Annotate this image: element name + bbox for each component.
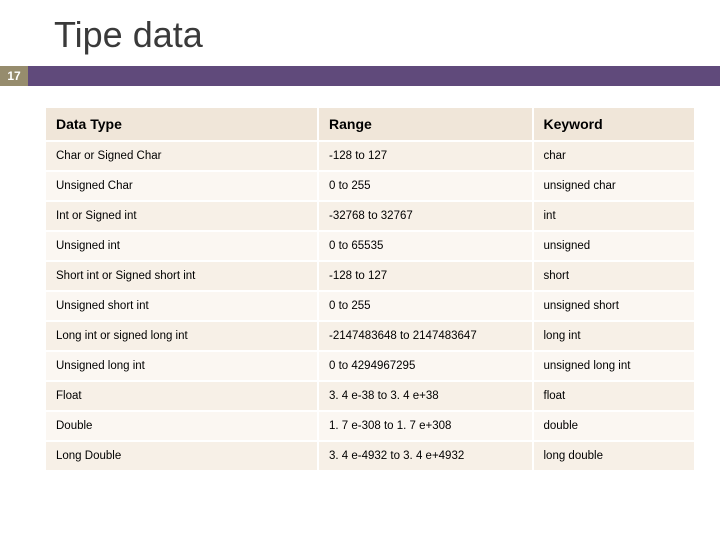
table-header-row: Data Type Range Keyword — [45, 107, 695, 141]
table-cell: float — [533, 381, 696, 411]
table-cell: unsigned short — [533, 291, 696, 321]
table-cell: unsigned — [533, 231, 696, 261]
table-cell: int — [533, 201, 696, 231]
table-cell: Unsigned Char — [45, 171, 318, 201]
data-types-table: Data Type Range Keyword Char or Signed C… — [44, 106, 696, 472]
table-row: Unsigned Char0 to 255unsigned char — [45, 171, 695, 201]
table-row: Double1. 7 e-308 to 1. 7 e+308double — [45, 411, 695, 441]
table-cell: -32768 to 32767 — [318, 201, 533, 231]
table-cell: Unsigned int — [45, 231, 318, 261]
table-cell: unsigned long int — [533, 351, 696, 381]
table-cell: -128 to 127 — [318, 261, 533, 291]
table-row: Unsigned long int0 to 4294967295unsigned… — [45, 351, 695, 381]
table-cell: 0 to 4294967295 — [318, 351, 533, 381]
table-cell: unsigned char — [533, 171, 696, 201]
table-row: Unsigned short int0 to 255unsigned short — [45, 291, 695, 321]
accent-bar — [28, 66, 720, 86]
table-container: Data Type Range Keyword Char or Signed C… — [0, 86, 720, 472]
table-cell: Unsigned short int — [45, 291, 318, 321]
page-title: Tipe data — [0, 0, 720, 66]
table-body: Char or Signed Char-128 to 127charUnsign… — [45, 141, 695, 471]
table-cell: Unsigned long int — [45, 351, 318, 381]
badge-bar: 17 — [0, 66, 720, 86]
table-row: Short int or Signed short int-128 to 127… — [45, 261, 695, 291]
table-cell: Long Double — [45, 441, 318, 471]
col-header-data-type: Data Type — [45, 107, 318, 141]
col-header-range: Range — [318, 107, 533, 141]
table-cell: -2147483648 to 2147483647 — [318, 321, 533, 351]
table-cell: 0 to 255 — [318, 291, 533, 321]
table-row: Long int or signed long int-2147483648 t… — [45, 321, 695, 351]
table-cell: -128 to 127 — [318, 141, 533, 171]
table-cell: char — [533, 141, 696, 171]
table-cell: Short int or Signed short int — [45, 261, 318, 291]
table-cell: Char or Signed Char — [45, 141, 318, 171]
table-cell: Float — [45, 381, 318, 411]
table-cell: 3. 4 e-4932 to 3. 4 e+4932 — [318, 441, 533, 471]
table-cell: Long int or signed long int — [45, 321, 318, 351]
table-cell: long int — [533, 321, 696, 351]
table-cell: Double — [45, 411, 318, 441]
table-cell: 0 to 65535 — [318, 231, 533, 261]
table-row: Float3. 4 e-38 to 3. 4 e+38float — [45, 381, 695, 411]
table-row: Unsigned int 0 to 65535unsigned — [45, 231, 695, 261]
table-cell: long double — [533, 441, 696, 471]
table-cell: 1. 7 e-308 to 1. 7 e+308 — [318, 411, 533, 441]
col-header-keyword: Keyword — [533, 107, 696, 141]
table-cell: 3. 4 e-38 to 3. 4 e+38 — [318, 381, 533, 411]
slide-number-badge: 17 — [0, 66, 28, 86]
table-row: Long Double3. 4 e-4932 to 3. 4 e+4932lon… — [45, 441, 695, 471]
table-cell: double — [533, 411, 696, 441]
table-cell: 0 to 255 — [318, 171, 533, 201]
slide: Tipe data 17 Data Type Range Keyword Cha… — [0, 0, 720, 540]
table-row: Char or Signed Char-128 to 127char — [45, 141, 695, 171]
table-cell: Int or Signed int — [45, 201, 318, 231]
table-row: Int or Signed int-32768 to 32767int — [45, 201, 695, 231]
table-cell: short — [533, 261, 696, 291]
